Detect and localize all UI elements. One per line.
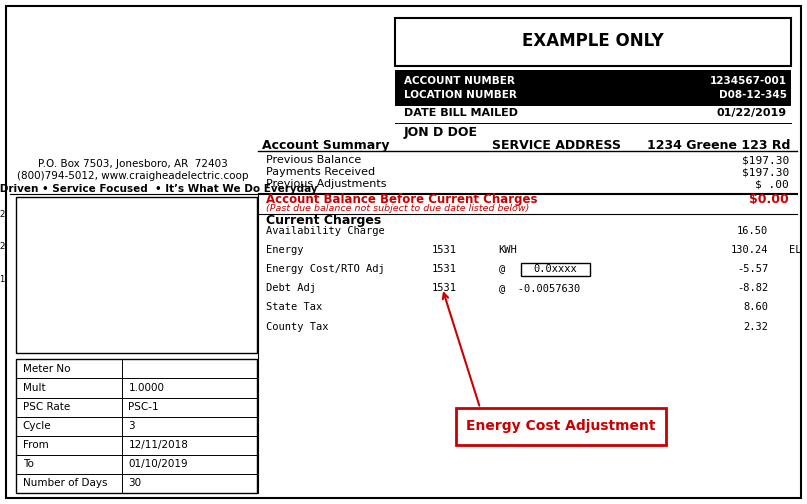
Text: 1531: 1531 bbox=[432, 245, 457, 255]
Text: -8.82: -8.82 bbox=[737, 283, 768, 293]
Title: KWH USAGE HISTORY: KWH USAGE HISTORY bbox=[73, 192, 199, 202]
Text: County Tax: County Tax bbox=[266, 322, 328, 332]
Text: EL: EL bbox=[789, 245, 801, 255]
Text: Energy Cost Adjustment: Energy Cost Adjustment bbox=[466, 419, 655, 433]
Text: Energy Cost/RTO Adj: Energy Cost/RTO Adj bbox=[266, 264, 385, 274]
Text: 130.24: 130.24 bbox=[731, 245, 768, 255]
Text: 0.0xxxx: 0.0xxxx bbox=[533, 264, 577, 274]
Text: Your Touchstone Energy® Cooperative  ★✦: Your Touchstone Energy® Cooperative ★✦ bbox=[161, 93, 326, 102]
Text: SERVICE ADDRESS: SERVICE ADDRESS bbox=[492, 139, 621, 152]
Text: 1531: 1531 bbox=[432, 283, 457, 293]
Text: $0.00: $0.00 bbox=[750, 193, 789, 206]
Text: Meter No: Meter No bbox=[23, 364, 70, 374]
Text: DATE BILL MAILED: DATE BILL MAILED bbox=[404, 108, 517, 118]
Text: Craighead Electric: Craighead Electric bbox=[161, 30, 312, 45]
Text: Debt Adj: Debt Adj bbox=[266, 283, 316, 293]
Text: 1531: 1531 bbox=[432, 264, 457, 274]
Text: State Tax: State Tax bbox=[266, 302, 323, 312]
Text: 3: 3 bbox=[128, 421, 135, 431]
Text: 01/10/2019: 01/10/2019 bbox=[128, 459, 188, 469]
Text: LOCATION NUMBER: LOCATION NUMBER bbox=[404, 90, 516, 100]
Text: PSC-1: PSC-1 bbox=[128, 402, 159, 412]
Text: EXAMPLE ONLY: EXAMPLE ONLY bbox=[522, 32, 664, 50]
Bar bbox=[27, 221, 40, 343]
Bar bbox=[147, 255, 160, 343]
Text: Number of Days: Number of Days bbox=[23, 478, 107, 488]
Bar bbox=[61, 274, 73, 343]
Text: 2.32: 2.32 bbox=[743, 322, 768, 332]
Text: P.O. Box 7503, Jonesboro, AR  72403: P.O. Box 7503, Jonesboro, AR 72403 bbox=[38, 159, 228, 169]
Text: To: To bbox=[23, 459, 33, 469]
Bar bbox=[165, 257, 178, 343]
Bar bbox=[199, 247, 212, 343]
Text: ®: ® bbox=[111, 125, 118, 132]
Bar bbox=[216, 301, 229, 343]
Text: ACCOUNT NUMBER: ACCOUNT NUMBER bbox=[404, 76, 514, 86]
Text: Current Charges: Current Charges bbox=[266, 214, 382, 227]
Text: 1234 Greene 123 Rd: 1234 Greene 123 Rd bbox=[647, 139, 791, 152]
Bar bbox=[44, 215, 56, 343]
Text: Account Summary: Account Summary bbox=[262, 139, 390, 152]
Text: 1234567-001: 1234567-001 bbox=[710, 76, 787, 86]
Bar bbox=[78, 282, 91, 343]
Text: 8.60: 8.60 bbox=[743, 302, 768, 312]
Text: @: @ bbox=[499, 264, 505, 274]
Text: Energy: Energy bbox=[266, 245, 303, 255]
Text: 16.50: 16.50 bbox=[737, 226, 768, 236]
Bar bbox=[113, 277, 126, 343]
Text: -5.57: -5.57 bbox=[737, 264, 768, 274]
Text: Payments Received: Payments Received bbox=[266, 167, 375, 177]
Text: (Past due balance not subject to due date listed below): (Past due balance not subject to due dat… bbox=[266, 204, 529, 213]
Text: $197.30: $197.30 bbox=[742, 167, 789, 177]
Text: 30: 30 bbox=[128, 478, 141, 488]
Bar bbox=[182, 275, 194, 343]
Text: From: From bbox=[23, 440, 48, 450]
Text: D08-12-345: D08-12-345 bbox=[719, 90, 787, 100]
Text: 1.0000: 1.0000 bbox=[128, 383, 165, 393]
Text: KWH: KWH bbox=[499, 245, 517, 255]
Text: 12/11/2018: 12/11/2018 bbox=[128, 440, 188, 450]
Text: PSC Rate: PSC Rate bbox=[23, 402, 70, 412]
Text: Previous Adjustments: Previous Adjustments bbox=[266, 179, 387, 190]
Text: Availability Charge: Availability Charge bbox=[266, 226, 385, 236]
Text: (800)794-5012, www.craigheadelectric.coop: (800)794-5012, www.craigheadelectric.coo… bbox=[18, 171, 249, 181]
Text: JON D DOE: JON D DOE bbox=[404, 125, 478, 139]
Text: Member Driven • Service Focused  • It’s What We Do Everyday: Member Driven • Service Focused • It’s W… bbox=[0, 184, 318, 194]
Text: Previous Balance: Previous Balance bbox=[266, 155, 362, 165]
Ellipse shape bbox=[15, 23, 114, 138]
Text: Cycle: Cycle bbox=[23, 421, 51, 431]
Text: @  -0.0057630: @ -0.0057630 bbox=[499, 283, 580, 293]
Text: $197.30: $197.30 bbox=[742, 155, 789, 165]
Bar bbox=[233, 297, 246, 343]
Text: 01/22/2019: 01/22/2019 bbox=[717, 108, 787, 118]
Text: Mult: Mult bbox=[23, 383, 45, 393]
Text: Account Balance Before Current Charges: Account Balance Before Current Charges bbox=[266, 193, 537, 206]
Bar bbox=[130, 259, 143, 343]
Text: $ .00: $ .00 bbox=[755, 179, 789, 190]
Bar bbox=[95, 303, 108, 343]
Text: Cooperative Corporation: Cooperative Corporation bbox=[161, 59, 364, 74]
